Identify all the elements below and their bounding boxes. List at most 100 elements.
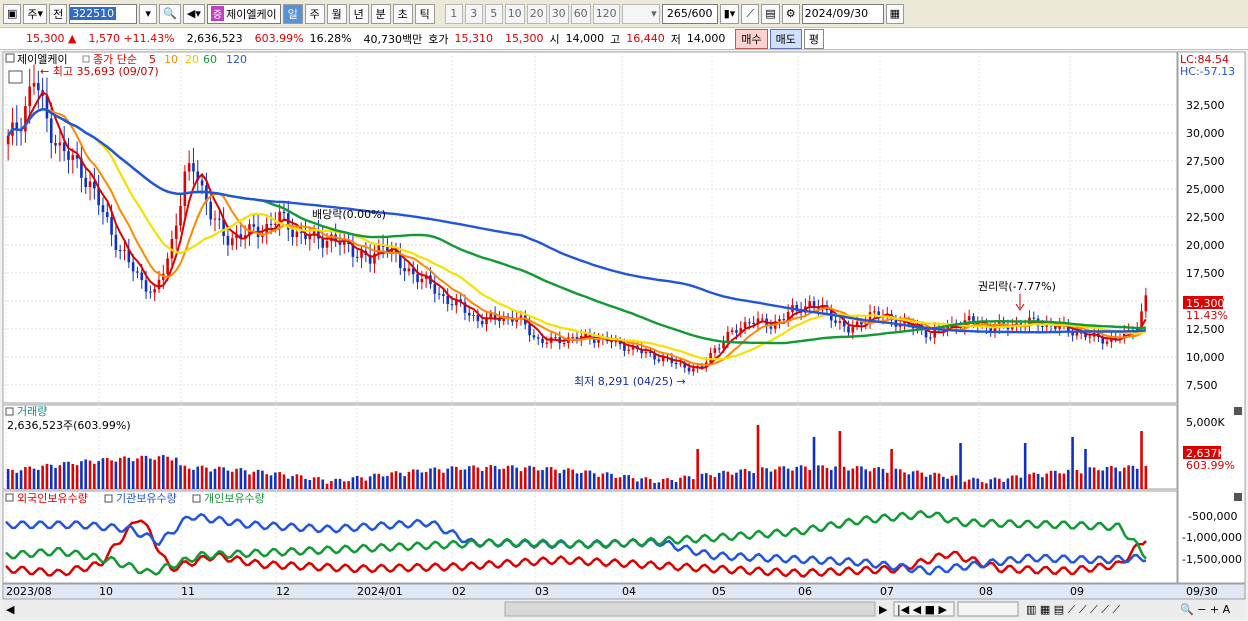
volume-bar [562,469,566,489]
candle-body [222,219,225,237]
stock-name-field[interactable]: 증 제이엘케이 [206,3,281,24]
date-field[interactable]: 2024/09/30 [801,3,884,24]
volume-bar [640,478,643,489]
nav-buttons[interactable] [893,601,955,617]
volume-close-icon[interactable] [1234,407,1242,415]
volume-menu-icon[interactable] [5,407,14,416]
volume-bar [735,472,738,489]
volume-bar [347,481,350,489]
avg-button[interactable]: 평 [803,28,825,49]
interval-custom[interactable]: ▾ [621,3,660,24]
volume-bar [588,470,592,489]
panel-menu-icon[interactable] [5,53,15,63]
sound-icon[interactable]: ◀▾ [182,3,205,24]
low-annotation: 최저 8,291 (04/25) → [574,375,686,388]
prev-button[interactable]: 전 [49,3,68,24]
volume-bar [592,473,596,489]
volume-bar [924,476,928,489]
volume-bar [541,469,544,489]
type-select[interactable]: 주 ▾ [23,3,48,24]
volume-bar [1135,468,1139,489]
window-icon[interactable]: ▣ [3,3,22,24]
period-week[interactable]: 주 [304,3,325,24]
interval-3[interactable]: 3 [464,3,483,24]
candle-body [834,320,837,323]
candle-body [623,344,626,351]
candle-body [49,118,53,143]
volume-bar [674,482,678,489]
volume-bar [166,456,169,489]
volume-bar [437,469,441,489]
volume-bar [265,474,269,489]
stock-code-input[interactable]: 322510 [69,3,138,24]
flow-close-icon[interactable] [1234,493,1242,501]
flow-menu-icon[interactable] [5,493,14,502]
candle-body [131,262,135,272]
interval-30[interactable]: 30 [548,3,569,24]
volume-bar [459,469,462,489]
tools-icon[interactable]: ▥ ▦ ▤ ⟋ ⟋ ⟋ ⟋ ⟋ [1026,603,1120,616]
flow-y-tick-2: -1,000,000 [1182,531,1242,544]
period-day[interactable]: 일 [282,3,303,24]
ma60-legend: 60 [203,53,217,66]
volume-bar [1062,473,1066,489]
interval-1[interactable]: 1 [444,3,463,24]
candle-body [386,246,389,252]
candle-body [308,235,312,240]
save-icon[interactable]: ▤ [761,3,780,24]
calendar-icon[interactable]: ▦ [885,3,905,24]
scroll-right-icon[interactable]: ▶ [879,603,888,616]
candle-body [855,321,859,328]
interval-10[interactable]: 10 [504,3,525,24]
volume-bar [567,468,570,489]
candle-body [403,268,406,272]
volume-bar [49,464,53,489]
candle-body [1054,325,1057,329]
x-axis-label: 10 [99,585,113,598]
period-year[interactable]: 년 [348,3,369,24]
volume-bar [286,478,290,489]
volume-bar [536,470,540,489]
volume-bars [6,425,1148,489]
settings-icon[interactable]: ⚙ [781,3,800,24]
volume-bar [1097,470,1100,489]
nav-first-icon[interactable]: |◀ ◀ ■ ▶ [897,603,948,616]
table-icon[interactable] [8,70,23,84]
candle-type-icon[interactable]: ▮▾ [719,3,740,24]
period-month[interactable]: 월 [326,3,347,24]
scroll-left-icon[interactable]: ◀ [6,603,15,616]
interval-5[interactable]: 5 [484,3,503,24]
data-count-field[interactable]: 265/600 [661,3,718,24]
volume-bar [623,474,626,489]
zoom-slider[interactable] [957,601,1019,617]
interval-120[interactable]: 120 [592,3,620,24]
x-axis-label: 2024/01 [357,585,403,598]
period-second[interactable]: 초 [392,3,413,24]
candle-body [32,83,36,87]
candle-body [795,305,799,309]
candle-body [661,357,665,362]
volume-bar [907,474,911,489]
volume-bar [450,466,454,489]
period-tick[interactable]: 틱 [414,3,435,24]
interval-20[interactable]: 20 [526,3,547,24]
stock-chart[interactable]: 제이엘케이 종가 단순 5 10 20 60 120 ← 최고 35,693 (… [0,50,1248,621]
volume-bar [299,475,303,489]
zoom-icons[interactable]: 🔍 − + A [1180,602,1231,616]
volume-bar [847,470,850,489]
stock-name: 제이엘케이 [226,7,277,21]
volume-bar [885,472,889,489]
candle-body [562,342,566,344]
dropdown-icon[interactable]: ▾ [139,3,158,24]
scroll-thumb[interactable] [504,601,876,617]
interval-60[interactable]: 60 [570,3,591,24]
search-icon[interactable]: 🔍 [159,3,181,24]
volume-bar [618,477,622,489]
volume-bar [1101,470,1105,489]
buy-button[interactable]: 매수 [735,28,768,49]
volume-bar [1006,478,1010,489]
drawing-tool-icon[interactable]: ⟋ [741,3,760,24]
sell-button[interactable]: 매도 [769,28,802,49]
period-minute[interactable]: 분 [370,3,391,24]
volume-y-tick: 5,000K [1186,416,1225,429]
